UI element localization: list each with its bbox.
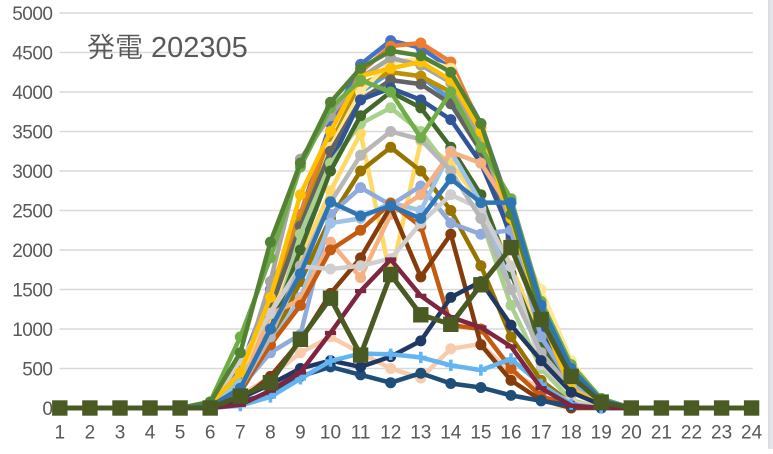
- svg-text:8: 8: [265, 423, 276, 444]
- svg-text:16: 16: [500, 423, 521, 444]
- svg-text:0: 0: [42, 399, 52, 420]
- svg-text:15: 15: [470, 423, 491, 444]
- svg-text:3: 3: [115, 423, 126, 444]
- svg-text:11: 11: [351, 423, 371, 444]
- svg-text:22: 22: [681, 423, 702, 444]
- svg-text:5000: 5000: [12, 4, 52, 25]
- svg-text:2000: 2000: [12, 241, 52, 262]
- svg-text:500: 500: [22, 360, 52, 381]
- svg-text:13: 13: [410, 423, 431, 444]
- svg-text:4500: 4500: [12, 44, 52, 65]
- svg-text:3500: 3500: [12, 123, 52, 144]
- svg-text:23: 23: [711, 423, 732, 444]
- svg-text:17: 17: [531, 423, 552, 444]
- svg-text:4: 4: [145, 423, 156, 444]
- svg-text:2500: 2500: [12, 202, 52, 223]
- svg-text:4000: 4000: [12, 83, 52, 104]
- svg-text:12: 12: [380, 423, 401, 444]
- svg-text:24: 24: [741, 423, 763, 444]
- svg-text:1: 1: [55, 423, 66, 444]
- svg-text:21: 21: [651, 423, 672, 444]
- svg-text:7: 7: [235, 423, 246, 444]
- svg-text:6: 6: [205, 423, 216, 444]
- svg-text:14: 14: [440, 423, 462, 444]
- svg-text:18: 18: [561, 423, 582, 444]
- svg-text:5: 5: [175, 423, 186, 444]
- svg-text:9: 9: [295, 423, 306, 444]
- svg-text:202305: 202305: [151, 32, 248, 64]
- svg-text:10: 10: [320, 423, 341, 444]
- svg-text:19: 19: [591, 423, 612, 444]
- svg-text:3000: 3000: [12, 162, 52, 183]
- svg-text:1500: 1500: [12, 281, 52, 302]
- svg-text:2: 2: [85, 423, 96, 444]
- svg-text:1000: 1000: [12, 320, 52, 341]
- svg-text:20: 20: [621, 423, 642, 444]
